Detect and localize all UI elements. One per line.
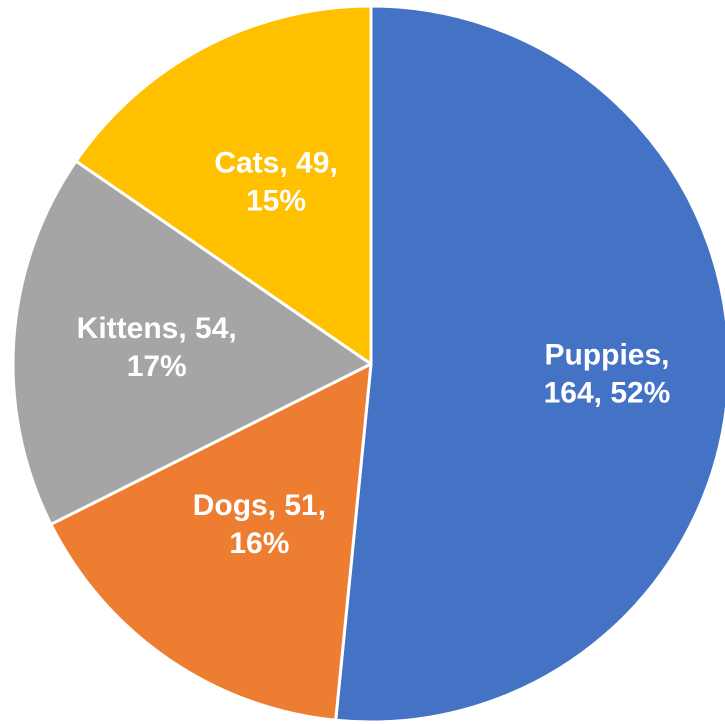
data-label-line: 15%	[246, 184, 306, 217]
pie-data-labels: Puppies, 164, 52% Dogs, 51, 16% Kittens, 54,…	[77, 146, 671, 560]
pie-slice-dogs	[49, 362, 373, 722]
data-label-line: Cats, 49,	[214, 146, 337, 179]
data-label-cats: Cats, 49, 15%	[214, 146, 337, 217]
data-label-kittens: Kittens, 54, 17%	[77, 312, 237, 383]
data-label-line: Puppies,	[544, 339, 669, 372]
data-label-line: 164, 52%	[544, 377, 671, 410]
pie-slice-cats	[74, 4, 373, 366]
data-label-line: Kittens, 54,	[77, 312, 237, 345]
data-label-puppies: Puppies, 164, 52%	[544, 339, 671, 410]
data-label-line: 17%	[127, 350, 187, 383]
pie-slice-puppies	[334, 4, 725, 724]
data-label-dogs: Dogs, 51, 16%	[193, 489, 326, 560]
data-label-line: 16%	[229, 527, 289, 560]
pie-slice-kittens	[11, 159, 373, 526]
pie-slices	[11, 4, 725, 724]
data-label-line: Dogs, 51,	[193, 489, 326, 522]
